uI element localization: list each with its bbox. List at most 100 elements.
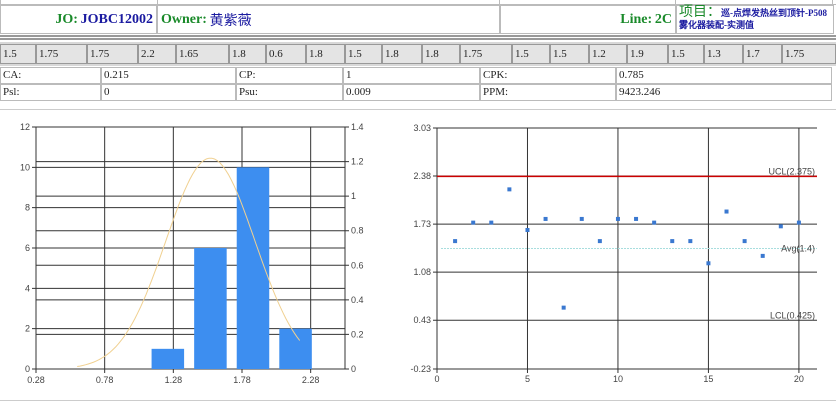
measurement-cell: 1.7 <box>743 44 782 64</box>
stat-label: Psl: <box>0 84 101 101</box>
x-tick-label: 15 <box>703 374 713 384</box>
y2-tick-label: 0.2 <box>351 329 364 339</box>
measurement-cell: 1.75 <box>782 44 836 64</box>
jo-value: JOBC12002 <box>80 11 153 27</box>
stat-value: 0.785 <box>616 67 832 84</box>
x-tick-label: 20 <box>794 374 804 384</box>
y-tick-label: 10 <box>20 162 30 172</box>
ucl-label: UCL(2.375) <box>768 166 815 176</box>
y2-tick-label: 0.6 <box>351 260 364 270</box>
y-tick-label: 0.43 <box>413 315 431 325</box>
line-value: 2C <box>654 11 672 27</box>
measurement-cell: 1.3 <box>704 44 743 64</box>
measurement-cell: 1.8 <box>382 44 422 64</box>
stat-value: 0.215 <box>101 67 236 84</box>
histogram-bar <box>194 248 227 369</box>
measurement-cell: 1.5 <box>512 44 550 64</box>
data-point <box>652 220 657 225</box>
control-chart: -0.23 0.43 1.08 1.73 2.38 3.03 0 5 10 15 20 UCL(2.3… <box>410 123 817 384</box>
measurement-cell: 1.75 <box>460 44 512 64</box>
data-point <box>778 224 783 229</box>
y2-tick-label: 0.8 <box>351 226 364 236</box>
measurement-cell: 0.6 <box>266 44 306 64</box>
y-tick-label: 3.03 <box>413 123 431 133</box>
y-tick-label: 12 <box>20 122 30 132</box>
data-point <box>796 220 801 225</box>
avg-label: Avg(1.4) <box>781 244 815 254</box>
y2-tick-label: 0.4 <box>351 295 364 305</box>
top-row-strip <box>0 0 836 5</box>
measurement-cell: 1.75 <box>87 44 138 64</box>
data-point <box>760 253 765 258</box>
data-point <box>742 239 747 244</box>
data-point <box>670 239 675 244</box>
data-point <box>724 209 729 214</box>
x-tick-label: 2.28 <box>302 375 320 385</box>
stat-value: 0 <box>101 84 236 101</box>
stat-label: CPK: <box>480 67 616 84</box>
y2-tick-label: 0 <box>351 364 356 374</box>
data-point <box>579 216 584 221</box>
charts-panel: 0 2 4 6 8 10 12 0 0.2 0.4 0.6 0.8 1 1.2 1.4 0.28 0.78 1.2… <box>0 109 836 403</box>
x-tick-label: 0.28 <box>27 375 45 385</box>
stat-label: CA: <box>0 67 101 84</box>
normal-curve <box>77 157 301 367</box>
x-tick-label: 10 <box>613 374 623 384</box>
jo-label: JO: <box>55 11 78 27</box>
data-point <box>525 228 530 233</box>
histogram-chart: 0 2 4 6 8 10 12 0 0.2 0.4 0.6 0.8 1 1.2 1.4 0.28 0.78 1.2… <box>20 122 364 385</box>
x-tick-label: 1.28 <box>165 375 183 385</box>
data-point <box>471 220 476 225</box>
y-tick-label: -0.23 <box>410 364 431 374</box>
data-point <box>615 216 620 221</box>
x-tick-label: 0.78 <box>96 375 114 385</box>
y-tick-label: 4 <box>25 283 30 293</box>
data-point <box>507 187 512 192</box>
x-tick-label: 5 <box>525 374 530 384</box>
measurement-cell: 1.8 <box>422 44 460 64</box>
y2-tick-label: 1.4 <box>351 122 364 132</box>
measurement-cell: 1.5 <box>550 44 589 64</box>
stat-value: 9423.246 <box>616 84 832 101</box>
measurement-cell: 1.9 <box>627 44 668 64</box>
x-tick-label: 0 <box>434 374 439 384</box>
data-point <box>453 239 458 244</box>
owner-cell: Owner: 黄紫薇 <box>157 5 500 34</box>
y2-tick-label: 1.2 <box>351 157 364 167</box>
measurement-cell: 1.75 <box>36 44 87 64</box>
line-label: Line: <box>620 11 653 27</box>
measurement-cell: 2.2 <box>138 44 176 64</box>
y-tick-label: 1.08 <box>413 267 431 277</box>
histogram-bar <box>236 167 270 369</box>
measurement-cell: 1.2 <box>589 44 627 64</box>
y2-tick-label: 1 <box>351 191 356 201</box>
panel-bottom-border <box>0 400 836 401</box>
measurement-cell: 1.5 <box>0 44 36 64</box>
jo-cell: JO: JOBC12002 <box>0 5 157 34</box>
y-tick-label: 8 <box>25 203 30 213</box>
owner-label: Owner: <box>161 11 207 27</box>
stat-value: 0.009 <box>343 84 480 101</box>
data-point <box>597 239 602 244</box>
project-value: 巡-点焊发热丝到顶针-P508雾化器装配-实测值 <box>679 8 827 30</box>
data-point <box>543 216 548 221</box>
data-point <box>706 261 711 266</box>
owner-value: 黄紫薇 <box>209 13 252 29</box>
measurement-cell: 1.8 <box>306 44 345 64</box>
project-cell: 项目：巡-点焊发热丝到顶针-P508雾化器装配-实测值 <box>676 5 834 34</box>
y-tick-label: 2 <box>25 324 30 334</box>
measurement-cell: 1.5 <box>668 44 704 64</box>
lcl-label: LCL(0.425) <box>770 311 815 321</box>
y-tick-label: 6 <box>25 243 30 253</box>
y-tick-label: 0 <box>25 364 30 374</box>
data-point <box>688 239 693 244</box>
stat-label: CP: <box>236 67 343 84</box>
line-cell: Line: 2C <box>500 5 676 34</box>
stat-value: 1 <box>343 67 480 84</box>
measurement-cell: 1.8 <box>229 44 266 64</box>
data-point <box>561 305 566 310</box>
data-point <box>634 216 639 221</box>
x-tick-label: 1.78 <box>233 375 251 385</box>
measurement-cell: 1.5 <box>345 44 382 64</box>
divider <box>0 35 836 40</box>
